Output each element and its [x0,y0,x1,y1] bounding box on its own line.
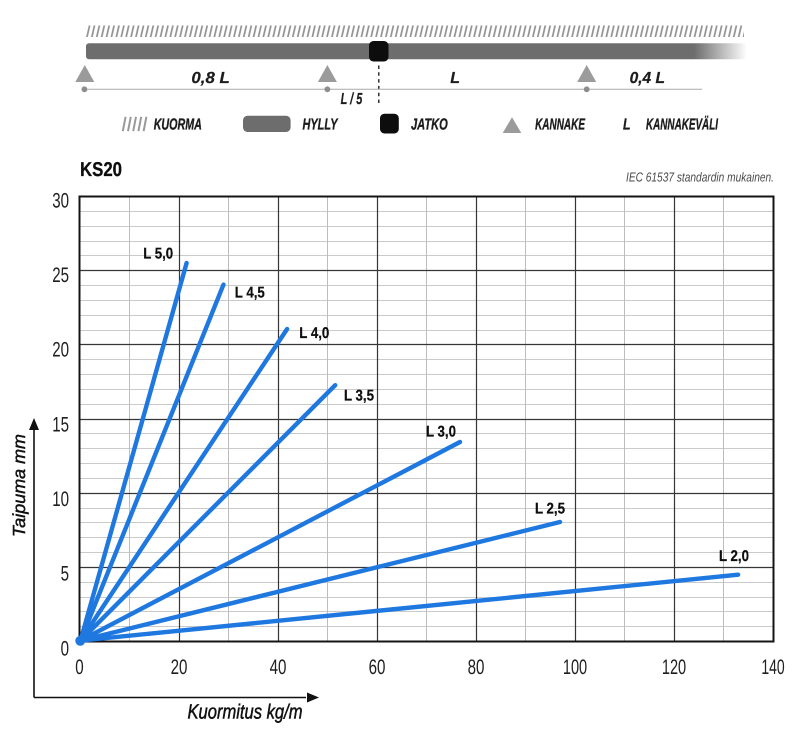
svg-text:KUORMA: KUORMA [154,117,202,134]
svg-text:60: 60 [369,656,386,679]
svg-text:KANNAKEVÄLI: KANNAKEVÄLI [646,116,718,134]
svg-text:0,8 L: 0,8 L [191,70,229,87]
svg-text:120: 120 [662,656,686,679]
svg-text:25: 25 [52,264,69,287]
svg-text:L 3,0: L 3,0 [426,423,456,440]
svg-text:0,4 L: 0,4 L [630,70,665,87]
svg-text:100: 100 [563,656,587,679]
svg-text:0: 0 [61,637,69,660]
svg-text:L 3,5: L 3,5 [344,387,374,404]
svg-text:30: 30 [52,190,69,213]
svg-text:JATKO: JATKO [411,117,448,134]
svg-text:L: L [450,70,460,87]
svg-text:L 4,0: L 4,0 [299,325,329,342]
svg-text:Taipuma mm: Taipuma mm [9,434,29,537]
svg-text:KANNAKE: KANNAKE [535,117,586,134]
svg-text:L 2,0: L 2,0 [719,548,749,565]
svg-text:L / 5: L / 5 [341,91,363,108]
svg-text:80: 80 [468,656,485,679]
svg-text:Kuormitus kg/m: Kuormitus kg/m [188,701,303,724]
svg-text:L 4,5: L 4,5 [235,284,265,301]
svg-text:L: L [623,117,631,134]
svg-text:40: 40 [270,656,287,679]
svg-text:KS20: KS20 [80,159,122,181]
svg-text:140: 140 [761,656,784,679]
svg-text:L 2,5: L 2,5 [535,501,565,518]
svg-text:20: 20 [171,656,188,679]
svg-text:10: 10 [52,488,69,511]
svg-text:15: 15 [52,413,69,436]
svg-text:IEC 61537 standardin mukainen.: IEC 61537 standardin mukainen. [626,170,774,185]
svg-text:HYLLY: HYLLY [303,117,339,134]
svg-text:L 5,0: L 5,0 [143,245,173,262]
svg-text:5: 5 [61,563,69,586]
svg-text:0: 0 [75,656,83,679]
svg-text:20: 20 [52,339,69,362]
